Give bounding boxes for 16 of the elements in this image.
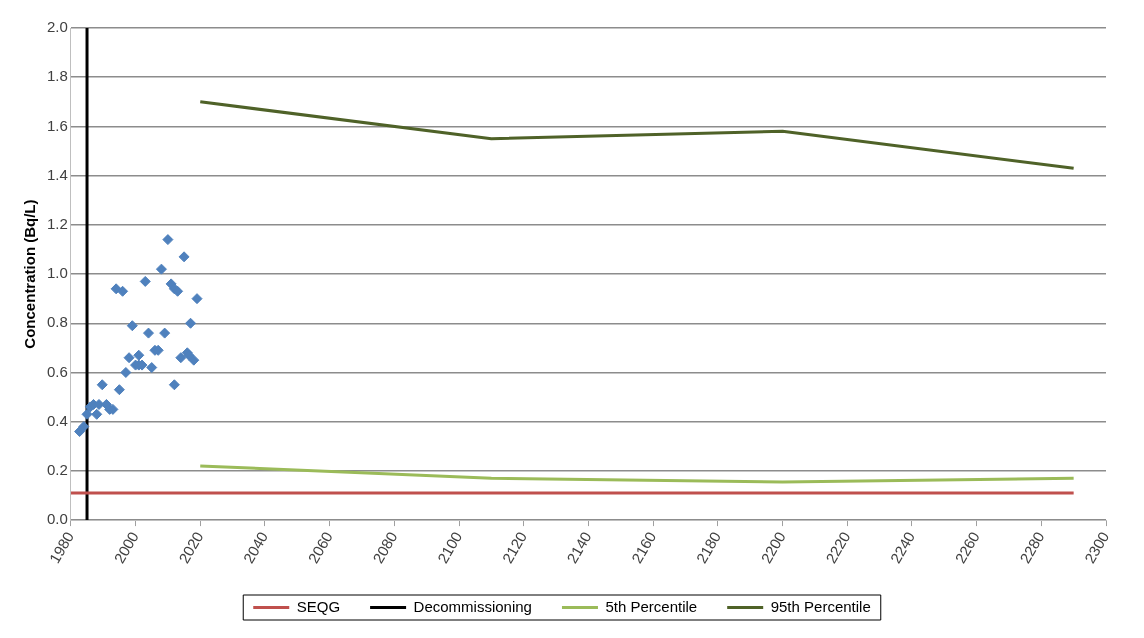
y-tick-label: 2.0 — [46, 18, 68, 36]
y-tick-label: 0.0 — [46, 510, 68, 528]
legend-label: Decommissioning — [413, 597, 532, 615]
y-tick-label: 1.8 — [46, 67, 68, 85]
legend-label: 5th Percentile — [605, 597, 698, 615]
y-tick-label: 1.4 — [46, 165, 68, 183]
y-tick-label: 0.4 — [46, 411, 68, 429]
legend-label: SEQG — [296, 597, 341, 615]
y-tick-label: 0.2 — [46, 461, 68, 479]
y-tick-label: 1.2 — [46, 214, 68, 232]
legend-label: 95th Percentile — [770, 597, 871, 615]
y-tick-label: 1.6 — [46, 116, 68, 134]
y-axis-title: Concentration (Bq/L) — [21, 199, 39, 349]
y-tick-label: 0.6 — [46, 362, 68, 380]
y-tick-label: 0.8 — [46, 313, 68, 331]
y-tick-label: 1.0 — [46, 264, 68, 282]
